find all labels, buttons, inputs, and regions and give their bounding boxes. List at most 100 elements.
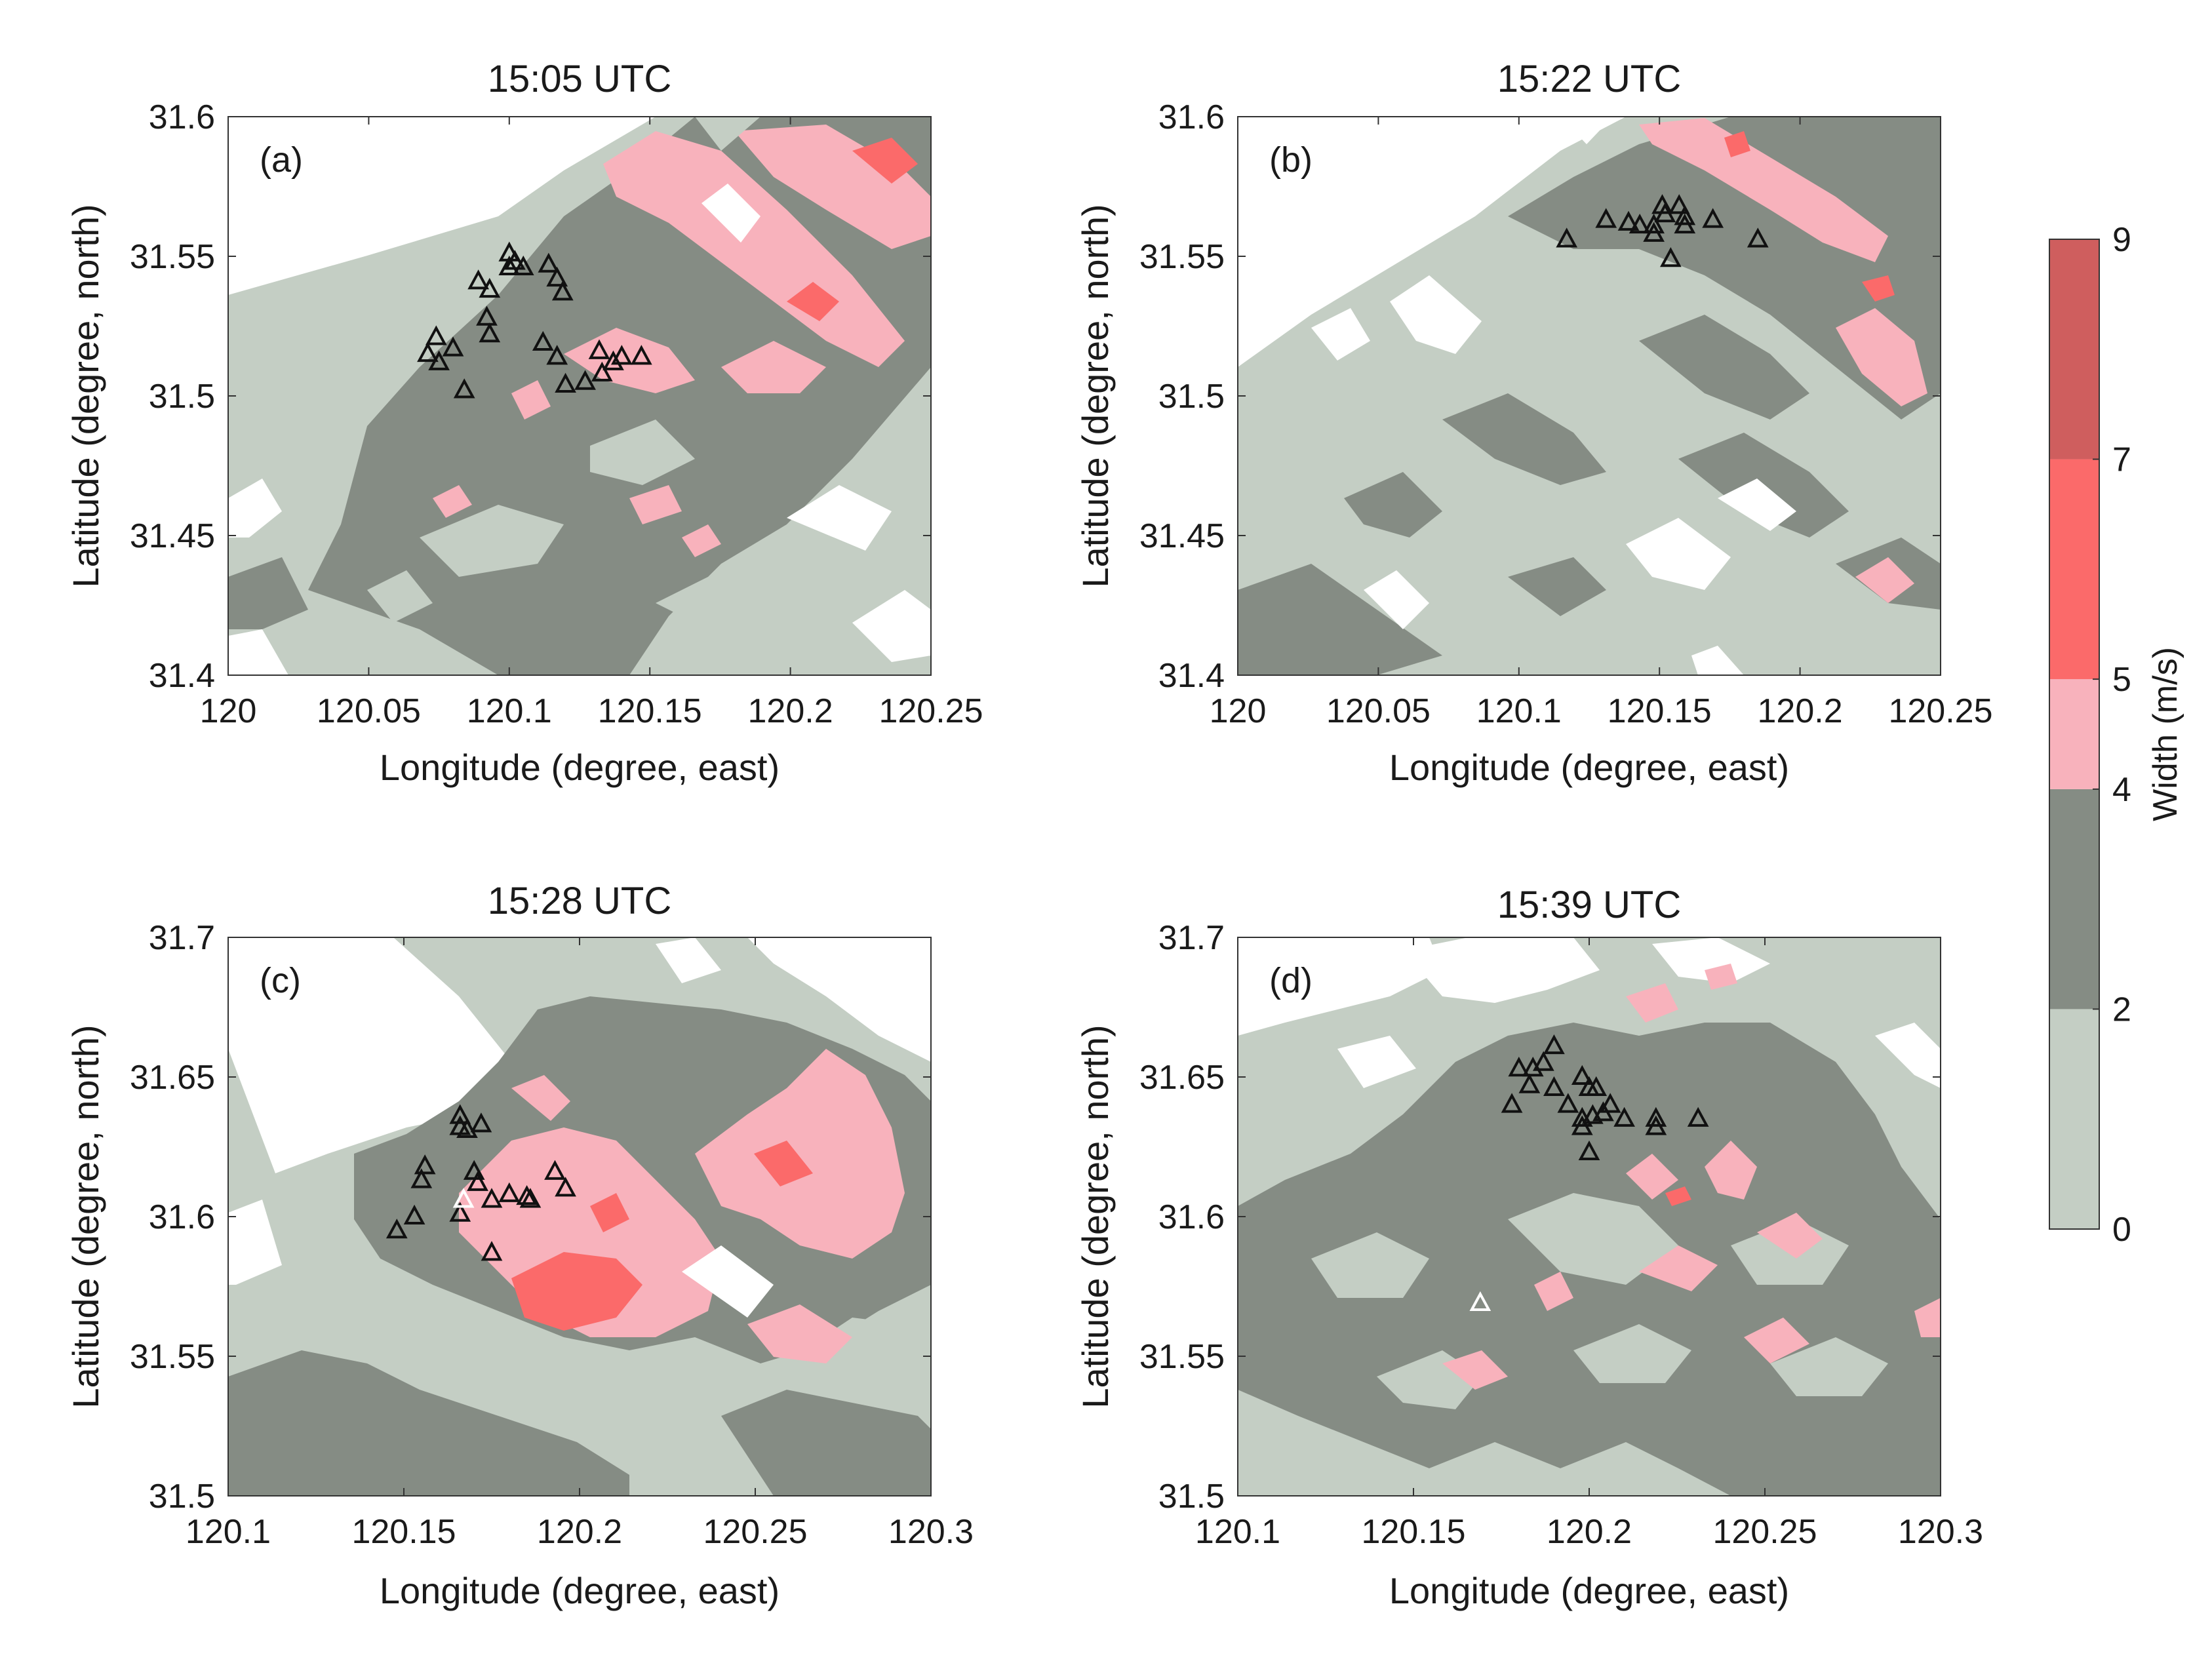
x-tick-label: 120.2 (748, 692, 833, 730)
x-tick-label: 120.25 (703, 1513, 807, 1551)
colorbar-tick-label: 2 (2112, 990, 2131, 1028)
x-tick-label: 120.25 (1888, 692, 1992, 730)
y-tick-label: 31.5 (1158, 1477, 1225, 1516)
station-marker (1643, 213, 1665, 234)
colorbar-tick-label: 9 (2112, 221, 2131, 259)
x-tick-label: 120 (200, 692, 257, 730)
y-axis-label: Latitude (degree, north) (65, 204, 106, 587)
colorbar-bin (2049, 1009, 2099, 1229)
station-marker (476, 305, 498, 326)
station-marker (453, 378, 475, 399)
y-tick-label: 31.6 (149, 1198, 215, 1236)
contour-4-5 (721, 341, 826, 393)
station-marker (1747, 227, 1769, 248)
contour-2-4 (1508, 117, 1941, 420)
no-data-region (228, 1200, 282, 1285)
contour-4-5 (511, 380, 551, 420)
station-marker (442, 336, 464, 357)
x-tick-label: 120.05 (1326, 692, 1431, 730)
y-tick-label: 31.5 (149, 378, 215, 416)
station-marker (512, 255, 534, 276)
station-marker (588, 339, 610, 359)
panel-label: (c) (260, 961, 301, 1000)
station-marker (1702, 208, 1724, 228)
station-marker (1501, 1093, 1523, 1113)
colorbar-frame (2049, 239, 2100, 1230)
y-tick-label: 31.7 (1158, 919, 1225, 957)
station-marker (479, 277, 501, 298)
colorbar-bin (2049, 679, 2099, 789)
y-tick-label: 31.45 (1139, 517, 1225, 555)
contour-4-5 (1442, 1350, 1508, 1390)
y-axis-label: Latitude (degree, north) (1075, 204, 1116, 587)
colorbar-bin (2049, 239, 2099, 460)
station-marker (1674, 213, 1696, 234)
colorbar-tick-label: 7 (2112, 441, 2131, 479)
station-marker (414, 1154, 436, 1175)
station-marker (498, 1182, 521, 1202)
contour-4-5 (1914, 1298, 1941, 1337)
y-tick-label: 31.6 (149, 98, 215, 136)
contour-0-2 (695, 117, 760, 151)
station-marker (574, 370, 596, 390)
y-tick-label: 31.55 (1139, 1338, 1225, 1376)
no-data-region (1390, 275, 1482, 354)
y-tick-label: 31.65 (1139, 1059, 1225, 1097)
station-marker (555, 1177, 576, 1197)
station-marker (1585, 1076, 1608, 1097)
colorbar-label: Width (m/s) (2146, 647, 2184, 821)
contour-0-2 (1508, 1193, 1678, 1285)
no-data-region (1364, 570, 1429, 629)
y-axis: 31.4 31.45 31.5 31.55 31.6 (1139, 98, 1941, 695)
x-axis: 120 120.05 120.1 120.15 120.2 120.25 (200, 117, 983, 730)
no-data-region (1560, 117, 1613, 144)
markers-layer (385, 1104, 576, 1261)
no-data-region (524, 117, 590, 157)
station-marker (470, 1112, 492, 1133)
no-data-region (1691, 646, 1744, 675)
x-axis-label: Longitude (degree, east) (1389, 747, 1789, 788)
contour-4-5 (1534, 1272, 1573, 1311)
x-tick-label: 120.1 (186, 1513, 271, 1551)
panel-title: 15:22 UTC (1497, 58, 1681, 100)
no-data-region (852, 590, 931, 662)
station-marker (1543, 1034, 1565, 1055)
x-axis-label: Longitude (degree, east) (1389, 1570, 1789, 1611)
station-marker (481, 1241, 503, 1261)
markers-layer (417, 241, 652, 399)
no-data-region (228, 629, 288, 675)
x-axis: 120.1 120.15 120.2 120.25 120.3 (186, 937, 974, 1551)
station-marker (1543, 1076, 1565, 1097)
colorbar-tick-label: 0 (2112, 1211, 2131, 1249)
x-tick-label: 120.2 (537, 1513, 622, 1551)
station-marker (456, 1118, 478, 1138)
contour-4-5 (511, 1075, 570, 1121)
station-marker (1659, 247, 1682, 267)
y-tick-label: 31.45 (130, 517, 215, 555)
colorbar-tick-label: 4 (2112, 771, 2131, 809)
station-marker (551, 281, 574, 301)
station-marker (630, 345, 652, 365)
station-marker (504, 250, 526, 270)
colorbar-bins (2049, 239, 2099, 1229)
contour-5-7 (1862, 275, 1895, 302)
station-marker (449, 1104, 471, 1124)
station-marker (602, 350, 624, 370)
station-marker (1629, 213, 1651, 234)
station-marker (467, 1171, 488, 1191)
y-axis: 31.4 31.45 31.5 31.55 31.6 (130, 98, 931, 695)
contour-0-2 (656, 577, 747, 629)
x-tick-label: 120.1 (467, 692, 552, 730)
panel-b: 15:22 UTC (b) 120 1 (1075, 58, 1993, 788)
station-marker (479, 323, 501, 343)
x-tick-label: 120.15 (351, 1513, 456, 1551)
panel-title: 15:28 UTC (488, 880, 671, 922)
contour-2-4 (1442, 393, 1606, 485)
station-marker (425, 325, 447, 345)
no-data-region (682, 1245, 774, 1318)
station-marker (403, 1204, 425, 1224)
x-tick-label: 120.1 (1195, 1513, 1280, 1551)
station-marker-white (452, 1188, 475, 1208)
contour-4-5 (1639, 1245, 1718, 1291)
